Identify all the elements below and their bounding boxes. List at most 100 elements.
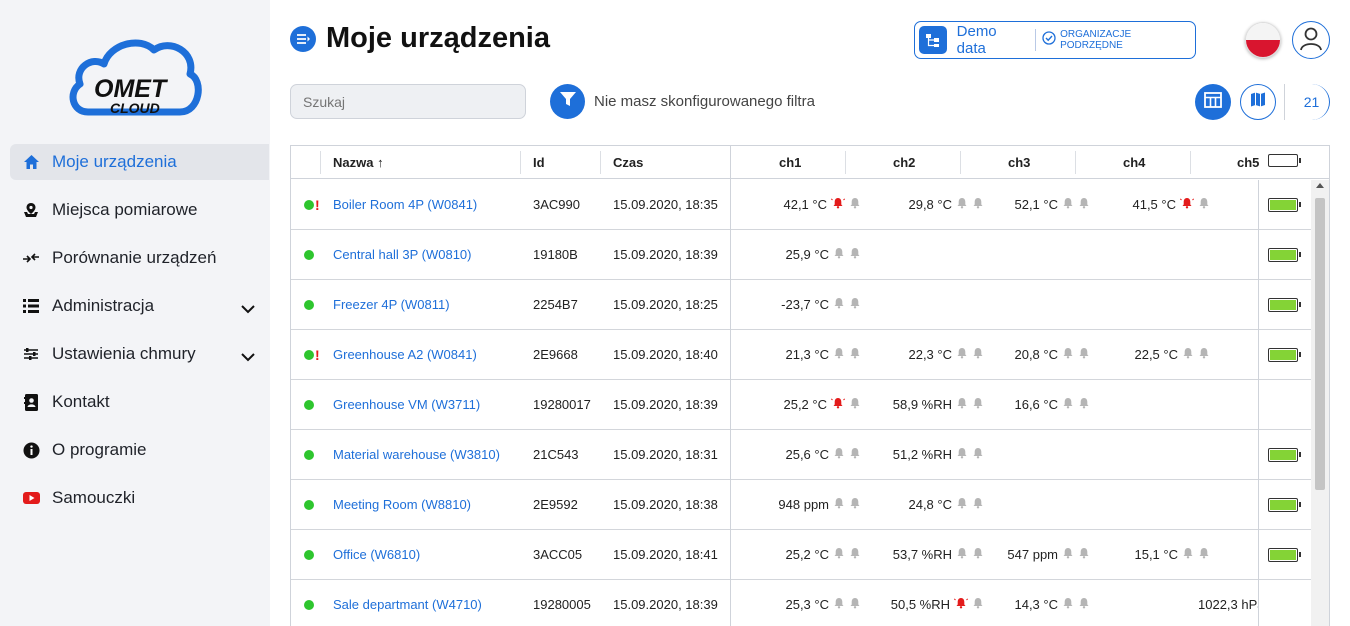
scroll-up-arrow[interactable]	[1316, 183, 1324, 188]
channel-value-ch1: 25,9 °C	[785, 230, 861, 280]
device-count-badge: 21	[1294, 84, 1330, 120]
sidebar-item-moje-urzadzenia[interactable]: Moje urządzenia	[10, 144, 269, 180]
alarm-bell-active-icon	[1179, 180, 1195, 230]
vertical-scrollbar[interactable]	[1311, 180, 1329, 626]
sidebar-item-o-programie[interactable]: O programie	[10, 432, 269, 468]
channel-value-ch1: 42,1 °C	[783, 180, 861, 230]
organization-icon	[919, 26, 947, 54]
demo-data-label: Demo data	[956, 23, 997, 57]
device-name-link[interactable]: Office (W6810)	[333, 547, 421, 562]
column-header-ch2[interactable]: ch2	[893, 155, 916, 170]
user-avatar-button[interactable]	[1292, 21, 1330, 59]
check-circle-icon	[1042, 30, 1056, 50]
sidebar-item-administracja[interactable]: Administracja	[10, 288, 269, 324]
alarm-bell-icon	[849, 230, 861, 280]
scrollbar-thumb[interactable]	[1315, 198, 1325, 490]
alarm-bell-icon	[1078, 330, 1090, 380]
channel-value: 22,3 °C	[908, 347, 952, 362]
filter-status-text: Nie masz skonfigurowanego filtra	[594, 93, 815, 110]
device-time: 15.09.2020, 18:39	[613, 597, 718, 612]
battery-column-header	[1268, 154, 1301, 170]
channel-value-ch2: 58,9 %RH	[893, 380, 984, 430]
column-header-ch4[interactable]: ch4	[1123, 155, 1146, 170]
table-row[interactable]: Meeting Room (W8810) 2E9592 15.09.2020, 18…	[291, 480, 1329, 530]
column-divider	[320, 151, 321, 174]
device-name-link[interactable]: Sale departmant (W4710)	[333, 597, 482, 612]
column-header-ch1[interactable]: ch1	[779, 155, 802, 170]
map-icon	[1250, 92, 1266, 112]
channel-value: 52,1 °C	[1014, 197, 1058, 212]
contact-icon	[22, 393, 40, 411]
channel-value: 24,8 °C	[908, 497, 952, 512]
status-dot	[304, 550, 314, 560]
organization-selector[interactable]: Demo data ORGANIZACJE PODRZĘDNE	[914, 21, 1196, 59]
channel-value-ch2: 29,8 °C	[908, 180, 984, 230]
battery-indicator	[1268, 498, 1301, 512]
alarm-bell-icon	[1078, 180, 1090, 230]
column-header-id[interactable]: Id	[533, 155, 545, 170]
table-row[interactable]: Sale departmant (W4710) 19280005 15.09.202…	[291, 580, 1329, 626]
sidebar-item-ustawienia-chmury[interactable]: Ustawienia chmury	[10, 336, 269, 372]
table-row[interactable]: ! Greenhouse A2 (W0841) 2E9668 15.09.2020, …	[291, 330, 1329, 380]
device-time: 15.09.2020, 18:39	[613, 397, 718, 412]
alarm-bell-icon	[849, 280, 861, 330]
battery-indicator	[1268, 298, 1301, 312]
sliders-icon	[22, 345, 40, 363]
sidebar-item-label: Administracja	[52, 296, 155, 315]
sidebar-item-label: Kontakt	[52, 392, 110, 411]
table-row[interactable]: Central hall 3P (W0810) 19180B 15.09.2020,…	[291, 230, 1329, 280]
sidebar-item-porownanie-urzadzen[interactable]: Porównanie urządzeń	[10, 240, 269, 276]
column-divider	[1075, 151, 1076, 174]
column-header-ch3[interactable]: ch3	[1008, 155, 1031, 170]
filter-button[interactable]	[550, 84, 585, 119]
sidebar: OMET CLOUD Moje urządzenia Miejsca pomia…	[0, 0, 270, 626]
alarm-bell-icon	[1078, 580, 1090, 626]
alarm-bell-icon	[956, 380, 968, 430]
column-header-name[interactable]: Nazwa ↑	[333, 155, 384, 170]
table-row[interactable]: Freezer 4P (W0811) 2254B7 15.09.2020, 18:2…	[291, 280, 1329, 330]
sidebar-item-miejsca-pomiarowe[interactable]: Miejsca pomiarowe	[10, 192, 269, 228]
column-header-time[interactable]: Czas	[613, 155, 644, 170]
column-divider	[520, 151, 521, 174]
table-row[interactable]: Material warehouse (W3810) 21C543 15.09.20…	[291, 430, 1329, 480]
table-row[interactable]: ! Boiler Room 4P (W0841) 3AC990 15.09.2020,…	[291, 180, 1329, 230]
channel-value-ch1: 25,2 °C	[783, 380, 861, 430]
language-flag-pl[interactable]	[1245, 22, 1281, 58]
channel-value: 15,1 °C	[1134, 547, 1178, 562]
column-divider	[845, 151, 846, 174]
sidebar-item-label: Moje urządzenia	[52, 152, 177, 171]
device-name-link[interactable]: Greenhouse A2 (W0841)	[333, 347, 477, 362]
channel-value: 25,9 °C	[785, 247, 829, 262]
device-id: 3ACC05	[533, 547, 583, 562]
device-name-link[interactable]: Greenhouse VM (W3711)	[333, 397, 481, 412]
column-header-ch5[interactable]: ch5	[1237, 155, 1260, 170]
device-time: 15.09.2020, 18:41	[613, 547, 718, 562]
channel-value: 42,1 °C	[783, 197, 827, 212]
alarm-bell-active-icon	[830, 380, 846, 430]
device-name-link[interactable]: Boiler Room 4P (W0841)	[333, 197, 478, 212]
column-divider	[600, 151, 601, 174]
table-row[interactable]: Office (W6810) 3ACC05 15.09.2020, 18:41 25,…	[291, 530, 1329, 580]
device-id: 19280017	[533, 397, 591, 412]
alarm-bell-icon	[1062, 180, 1074, 230]
youtube-icon	[22, 489, 40, 507]
comet-cloud-logo[interactable]: OMET CLOUD	[66, 34, 204, 120]
table-view-button[interactable]	[1195, 84, 1231, 120]
menu-toggle-icon[interactable]	[290, 25, 316, 52]
channel-value-ch1: -23,7 °C	[781, 280, 861, 330]
search-input[interactable]	[290, 84, 526, 119]
device-name-link[interactable]: Meeting Room (W8810)	[333, 497, 471, 512]
device-id: 19180B	[533, 247, 578, 262]
table-row[interactable]: Greenhouse VM (W3711) 19280017 15.09.2020,…	[291, 380, 1329, 430]
sidebar-item-samouczki[interactable]: Samouczki	[10, 480, 269, 516]
battery-indicator	[1268, 248, 1301, 262]
device-name-link[interactable]: Material warehouse (W3810)	[333, 447, 500, 462]
device-name-link[interactable]: Central hall 3P (W0810)	[333, 247, 472, 262]
alarm-bell-icon	[1182, 330, 1194, 380]
sidebar-item-kontakt[interactable]: Kontakt	[10, 384, 269, 420]
device-name-link[interactable]: Freezer 4P (W0811)	[333, 297, 450, 312]
alarm-bell-icon	[972, 530, 984, 580]
battery-icon	[1268, 448, 1301, 462]
map-view-button[interactable]	[1240, 84, 1276, 120]
battery-icon	[1268, 348, 1301, 362]
